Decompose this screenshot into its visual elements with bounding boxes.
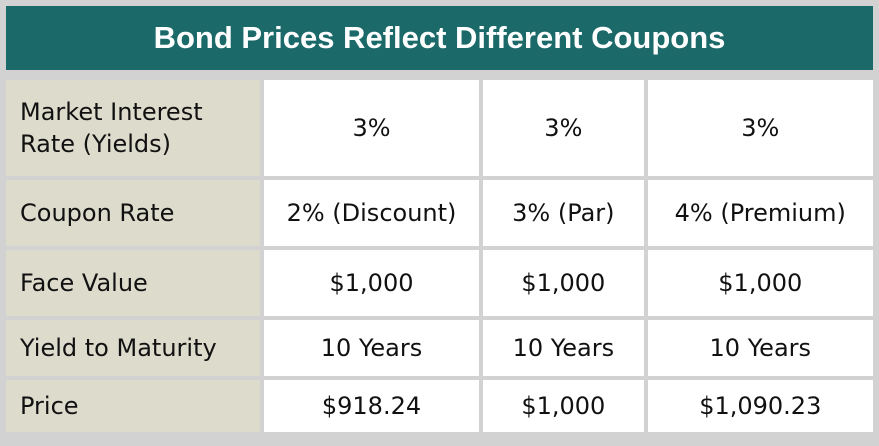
row-label: Price <box>6 380 260 432</box>
row-label: Coupon Rate <box>6 180 260 246</box>
cell-value: 3% <box>647 80 873 176</box>
bond-table: Market Interest Rate (Yields) 3% 3% 3% C… <box>2 76 877 436</box>
cell-value: 3% (Par) <box>483 180 644 246</box>
cell-value: $1,000 <box>483 380 644 432</box>
cell-value: $918.24 <box>263 380 480 432</box>
cell-value: $1,090.23 <box>647 380 873 432</box>
table-row-market-interest-rate: Market Interest Rate (Yields) 3% 3% 3% <box>6 80 873 176</box>
row-label: Market Interest Rate (Yields) <box>6 80 260 176</box>
cell-value: $1,000 <box>263 250 480 316</box>
row-label: Face Value <box>6 250 260 316</box>
table-row-yield-to-maturity: Yield to Maturity 10 Years 10 Years 10 Y… <box>6 320 873 376</box>
row-label: Yield to Maturity <box>6 320 260 376</box>
cell-value: 2% (Discount) <box>263 180 480 246</box>
cell-value: 10 Years <box>263 320 480 376</box>
cell-value: 10 Years <box>647 320 873 376</box>
cell-value: $1,000 <box>647 250 873 316</box>
table-row-coupon-rate: Coupon Rate 2% (Discount) 3% (Par) 4% (P… <box>6 180 873 246</box>
cell-value: 3% <box>483 80 644 176</box>
table-title: Bond Prices Reflect Different Coupons <box>6 6 873 70</box>
table-row-price: Price $918.24 $1,000 $1,090.23 <box>6 380 873 432</box>
cell-value: 4% (Premium) <box>647 180 873 246</box>
row-label-text: Market Interest Rate (Yields) <box>20 98 203 158</box>
cell-value: $1,000 <box>483 250 644 316</box>
cell-value: 3% <box>263 80 480 176</box>
table-row-face-value: Face Value $1,000 $1,000 $1,000 <box>6 250 873 316</box>
cell-value: 10 Years <box>483 320 644 376</box>
